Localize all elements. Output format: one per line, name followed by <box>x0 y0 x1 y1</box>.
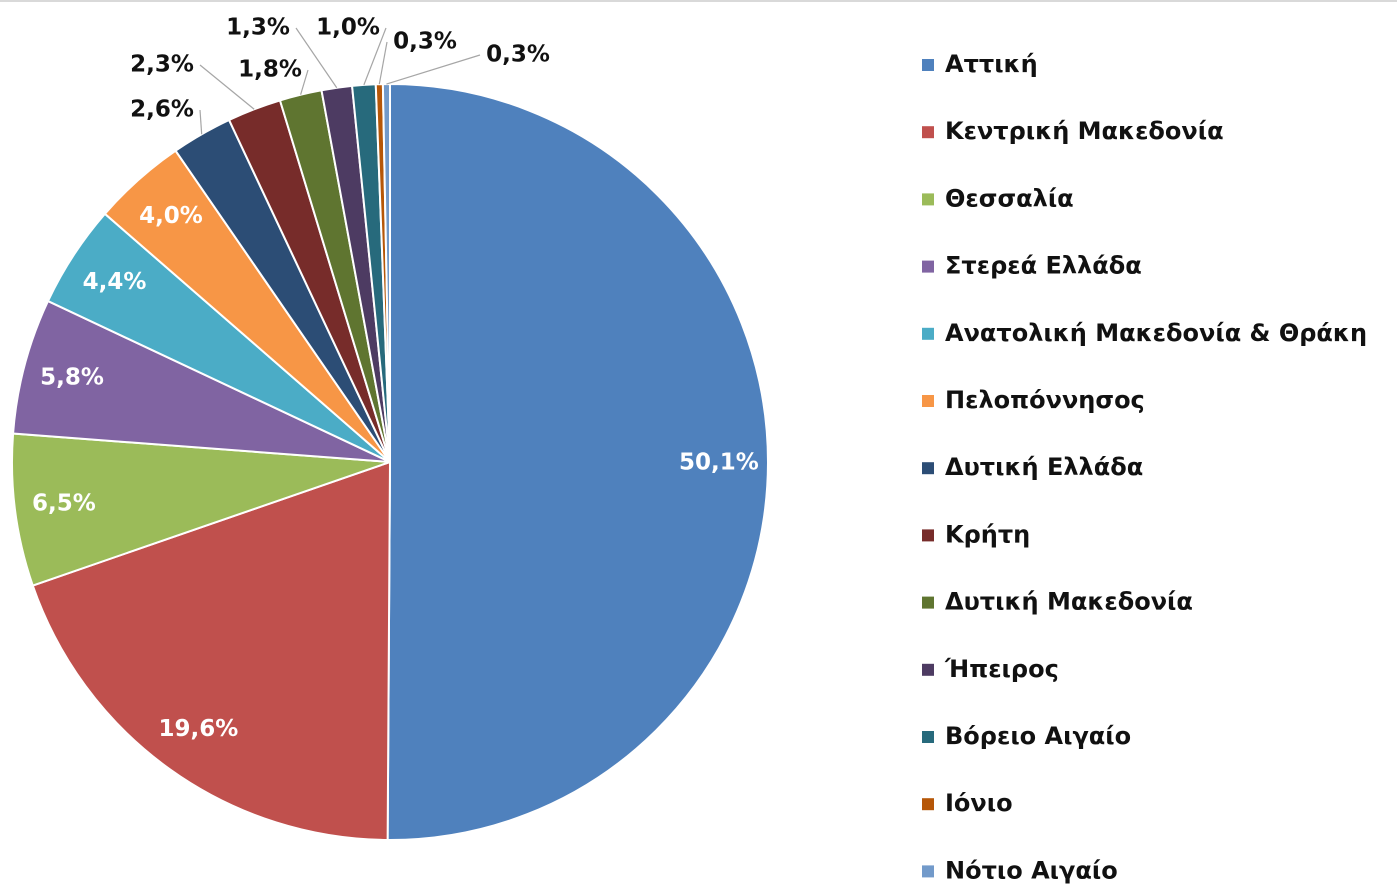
legend-swatch <box>922 395 934 407</box>
legend-label: Πελοπόννησος <box>945 386 1145 414</box>
leader-line <box>295 27 338 89</box>
legend-swatch <box>922 59 934 71</box>
leader-line <box>378 41 388 85</box>
pie-slice <box>381 82 391 463</box>
legend-label: Στερεά Ελλάδα <box>945 252 1142 280</box>
data-label: 1,0% <box>316 15 380 41</box>
data-label: 0,3% <box>393 29 457 55</box>
data-label: 2,3% <box>130 52 194 78</box>
legend-swatch <box>922 529 934 542</box>
leader-line <box>199 64 255 110</box>
legend-swatch <box>922 865 934 878</box>
data-label: 1,8% <box>238 57 302 83</box>
data-label: 4,0% <box>139 203 203 229</box>
legend-label: Ανατολική Μακεδονία & Θράκη <box>945 319 1367 347</box>
data-label: 19,6% <box>158 716 238 742</box>
data-label: 0,3% <box>486 42 550 68</box>
data-label: 5,8% <box>40 365 104 391</box>
legend-label: Νότιο Αιγαίο <box>945 856 1118 884</box>
legend-swatch <box>922 798 934 811</box>
legend-swatch <box>922 462 934 475</box>
legend-label: Βόρειο Αιγαίο <box>945 722 1131 750</box>
data-label: 1,3% <box>226 15 290 41</box>
legend-label: Θεσσαλία <box>945 184 1074 212</box>
leader-line <box>300 69 309 95</box>
leader-line <box>386 54 481 85</box>
data-label: 50,1% <box>679 450 759 476</box>
legend-label: Κεντρική Μακεδονία <box>945 117 1224 145</box>
legend-swatch <box>922 126 934 139</box>
legend-label: Ήπειρος <box>944 655 1059 683</box>
legend-swatch <box>922 327 934 340</box>
pie-slice <box>386 82 769 841</box>
pie-slice <box>11 432 391 587</box>
legend-label: Κρήτη <box>945 520 1030 548</box>
legend-label: Δυτική Μακεδονία <box>945 588 1193 616</box>
legend-swatch <box>922 731 934 743</box>
legend-label: Ιόνιο <box>945 789 1013 817</box>
pie-slice <box>31 460 392 841</box>
pie-slice <box>12 299 391 463</box>
data-label: 2,6% <box>130 97 194 123</box>
legend-label: Αττική <box>945 50 1038 78</box>
legend-swatch <box>922 596 934 609</box>
data-label: 6,5% <box>32 491 96 517</box>
leader-line <box>199 109 203 135</box>
data-label: 4,4% <box>83 269 147 295</box>
legend-swatch <box>922 193 934 206</box>
leader-line <box>363 27 387 86</box>
legend-swatch <box>922 260 934 273</box>
legend-label: Δυτική Ελλάδα <box>945 453 1143 481</box>
legend-swatch <box>922 663 934 676</box>
